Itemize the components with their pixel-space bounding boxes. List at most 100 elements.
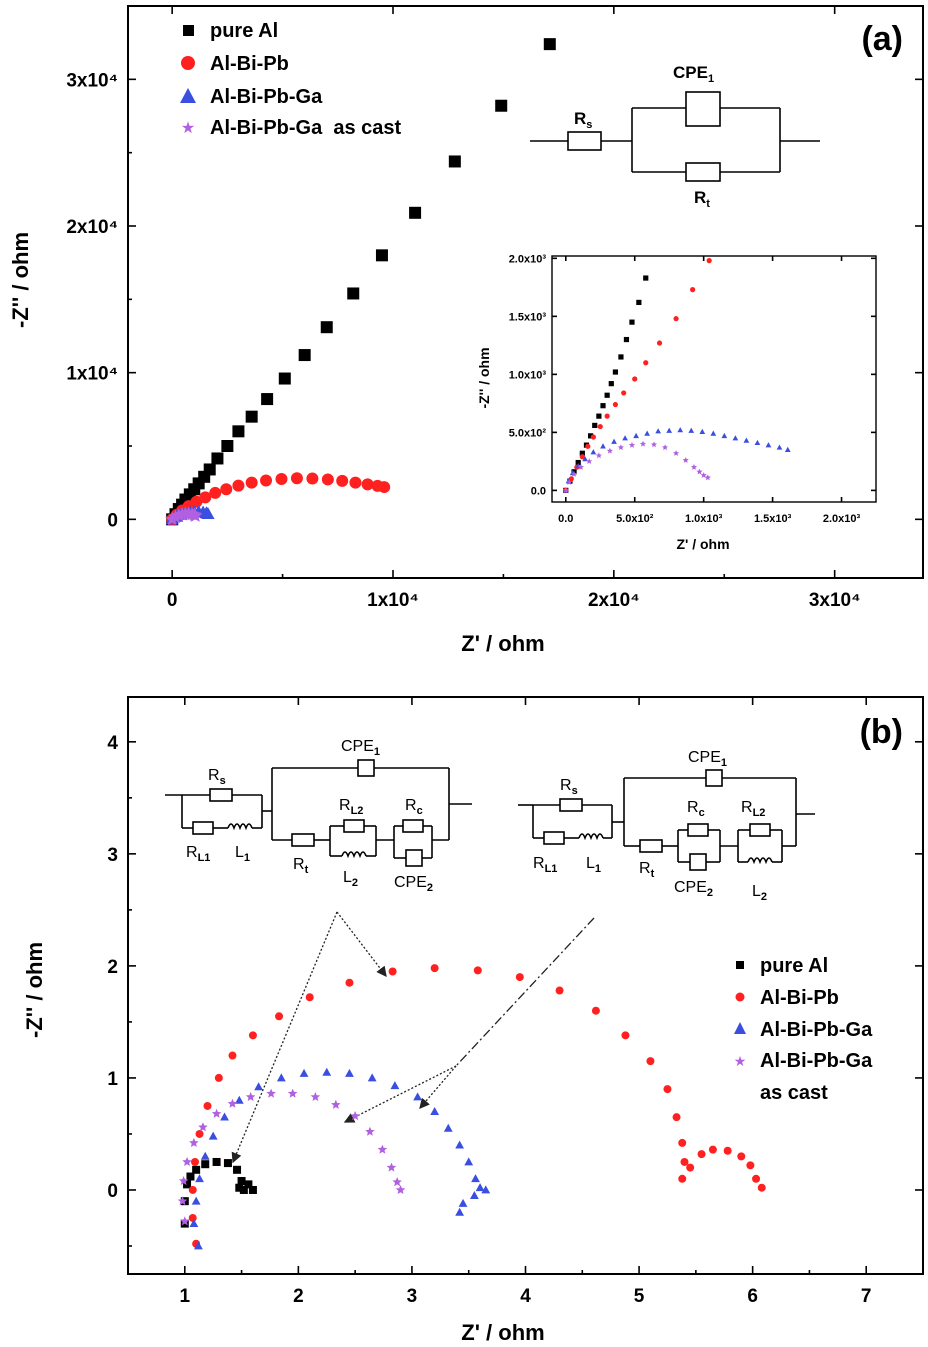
inset-point-al-bi-pb bbox=[612, 401, 619, 408]
panel-a-label: (a) bbox=[861, 20, 903, 58]
legend-al-bi-pb-marker bbox=[181, 56, 195, 70]
arrow-circuit1-to-al-bi-pb bbox=[336, 911, 387, 978]
x-tick-label: 1.0x10³ bbox=[685, 513, 723, 525]
inset-point-al-bi-pb-ga bbox=[721, 432, 728, 439]
panel-a-point-pure-al bbox=[298, 349, 311, 362]
inset-point-al-bi-pb-ga bbox=[688, 427, 695, 433]
panel-b-point-al-bi-pb-ga bbox=[345, 1068, 354, 1077]
arrow-circuit2-to-as-cast bbox=[343, 1065, 457, 1123]
inset-point-al-bi-pb-ga-as-cast bbox=[562, 487, 569, 493]
inset-point-al-bi-pb-ga-as-cast bbox=[577, 463, 584, 470]
inset-axes: 0.0 5.0x10² 1.0x10³ 1.5x10³ 2.0x10³ 0.0 5.0x10… bbox=[509, 253, 876, 525]
inset-point-al-bi-pb-ga-as-cast bbox=[639, 440, 647, 447]
inset-point-pure-al bbox=[636, 299, 642, 306]
panel-b-point-al-bi-pb-ga bbox=[471, 1174, 480, 1183]
inset-point-al-bi-pb-ga-as-cast bbox=[566, 479, 573, 485]
inset-frame bbox=[551, 255, 877, 503]
circuit-b2-cpe1-label: CPE1 bbox=[688, 749, 727, 769]
panel-b-point-al-bi-pb bbox=[752, 1174, 761, 1183]
panel-b-point-al-bi-pb-ga bbox=[469, 1190, 479, 1199]
circuit-a-rs-box bbox=[567, 131, 602, 151]
panel-b-point-al-bi-pb bbox=[723, 1146, 732, 1155]
circuit-b2-rl1-label: RL1 bbox=[533, 855, 557, 875]
legend-b-al-bi-pb-marker bbox=[735, 992, 745, 1002]
inset-point-al-bi-pb-ga bbox=[784, 446, 791, 452]
panel-b-point-al-bi-pb-ga bbox=[413, 1092, 423, 1101]
panel-a-x-axis-title: Z' / ohm bbox=[461, 631, 544, 656]
panel-b-point-al-bi-pb-ga-as-cast bbox=[377, 1144, 388, 1154]
panel-a-axes: 0 1x10⁴ 2x10⁴ 3x10⁴ 0 1x10⁴ 2x10⁴ 3x10⁴ bbox=[66, 6, 923, 611]
panel-b-point-al-bi-pb bbox=[757, 1183, 766, 1192]
panel-a-y-axis-title: -Z'' / ohm bbox=[8, 232, 33, 328]
x-tick-label: 3 bbox=[407, 1286, 418, 1307]
panel-a-point-pure-al bbox=[320, 321, 333, 334]
inset-point-pure-al bbox=[629, 319, 635, 325]
circuit-a-cpe-label: CPE1 bbox=[673, 63, 714, 85]
panel-b-point-al-bi-pb-ga-as-cast bbox=[189, 1137, 199, 1147]
panel-b-y-axis-title: -Z'' / ohm bbox=[22, 942, 47, 1038]
panel-b-point-al-bi-pb bbox=[678, 1138, 687, 1147]
panel-b-point-al-bi-pb bbox=[555, 986, 564, 995]
x-tick-label: 2.0x10³ bbox=[823, 513, 861, 525]
inset-series-al-bi-pb-ga bbox=[562, 427, 791, 493]
panel-a-point-al-bi-pb bbox=[306, 472, 319, 485]
inset-point-al-bi-pb-ga-as-cast bbox=[606, 447, 613, 454]
inset-y-axis-title: -Z'' / ohm bbox=[476, 347, 492, 408]
legend-pure-al-marker bbox=[183, 25, 194, 36]
inset-point-al-bi-pb-ga bbox=[622, 435, 628, 441]
circuit-b2-rt-label: Rt bbox=[639, 860, 655, 880]
panel-a-point-pure-al bbox=[375, 249, 388, 262]
circuit-b1-l2-label: L2 bbox=[343, 869, 358, 889]
panel-a-point-al-bi-pb bbox=[232, 479, 245, 492]
x-tick-label: 5 bbox=[634, 1286, 645, 1307]
inset-plot-area bbox=[562, 258, 791, 493]
panel-a-series-pure-al bbox=[166, 38, 556, 526]
inset-point-pure-al bbox=[600, 403, 606, 409]
inset-point-al-bi-pb bbox=[568, 476, 574, 482]
inset-point-al-bi-pb-ga-as-cast bbox=[704, 474, 711, 481]
legend-b-pure-al-marker bbox=[736, 961, 744, 969]
legend-al-bi-pb-ga-label: Al-Bi-Pb-Ga bbox=[210, 86, 323, 108]
panel-b-point-al-bi-pb-ga bbox=[208, 1131, 218, 1140]
inset-point-al-bi-pb-ga-as-cast bbox=[673, 450, 680, 456]
inset-point-al-bi-pb-ga-as-cast bbox=[628, 441, 636, 448]
inset-point-pure-al bbox=[596, 413, 602, 419]
circuit-b1-l1-label: L1 bbox=[235, 844, 250, 864]
panel-b: 1 2 3 4 5 6 7 0 1 2 3 4 Z' / ohm -Z'' / ohm (b) pur… bbox=[22, 696, 924, 1345]
panel-a: 0 1x10⁴ 2x10⁴ 3x10⁴ 0 1x10⁴ 2x10⁴ 3x10⁴ Z' / oh… bbox=[8, 5, 924, 656]
panel-b-point-al-bi-pb bbox=[746, 1161, 755, 1170]
panel-b-point-al-bi-pb bbox=[388, 967, 397, 976]
circuit-a-cpe-box bbox=[685, 91, 721, 127]
panel-b-point-al-bi-pb bbox=[646, 1057, 655, 1066]
panel-b-point-al-bi-pb bbox=[737, 1152, 746, 1161]
panel-b-point-pure-al bbox=[186, 1172, 195, 1181]
panel-b-point-al-bi-pb bbox=[697, 1150, 706, 1159]
panel-a-point-pure-al bbox=[448, 155, 461, 168]
circuit-b2-cpe2-label: CPE2 bbox=[674, 879, 713, 899]
y-tick-label: 2.0x10³ bbox=[509, 253, 547, 265]
inset-point-al-bi-pb bbox=[604, 413, 610, 419]
panel-b-point-al-bi-pb-ga-as-cast bbox=[331, 1099, 341, 1109]
panel-b-point-al-bi-pb-ga-as-cast bbox=[211, 1108, 222, 1118]
inset-point-pure-al bbox=[575, 459, 581, 466]
x-tick-label: 2 bbox=[293, 1286, 304, 1307]
inset-point-al-bi-pb-ga-as-cast bbox=[595, 452, 602, 459]
x-tick-label: 4 bbox=[520, 1286, 531, 1307]
inset-point-al-bi-pb-ga-as-cast bbox=[682, 457, 689, 463]
inset-point-pure-al bbox=[588, 433, 594, 439]
panel-b-point-al-bi-pb-ga-as-cast bbox=[182, 1157, 192, 1166]
inset-point-al-bi-pb-ga bbox=[743, 437, 750, 443]
inset-point-al-bi-pb-ga bbox=[666, 427, 673, 433]
inset-point-al-bi-pb-ga bbox=[644, 430, 650, 436]
panel-b-point-al-bi-pb-ga bbox=[276, 1073, 286, 1082]
panel-b-point-al-bi-pb-ga bbox=[234, 1095, 244, 1104]
panel-b-point-al-bi-pb-ga bbox=[191, 1196, 201, 1205]
y-tick-label: 1.0x10³ bbox=[509, 369, 547, 381]
inset-point-al-bi-pb-ga-as-cast bbox=[571, 470, 578, 477]
panel-a-series-al-bi-pb-ga-as-cast bbox=[165, 506, 203, 526]
inset-point-pure-al bbox=[643, 275, 649, 281]
panel-b-point-al-bi-pb-ga bbox=[455, 1140, 465, 1149]
inset-point-pure-al bbox=[604, 392, 610, 398]
inset-point-pure-al bbox=[608, 381, 614, 387]
